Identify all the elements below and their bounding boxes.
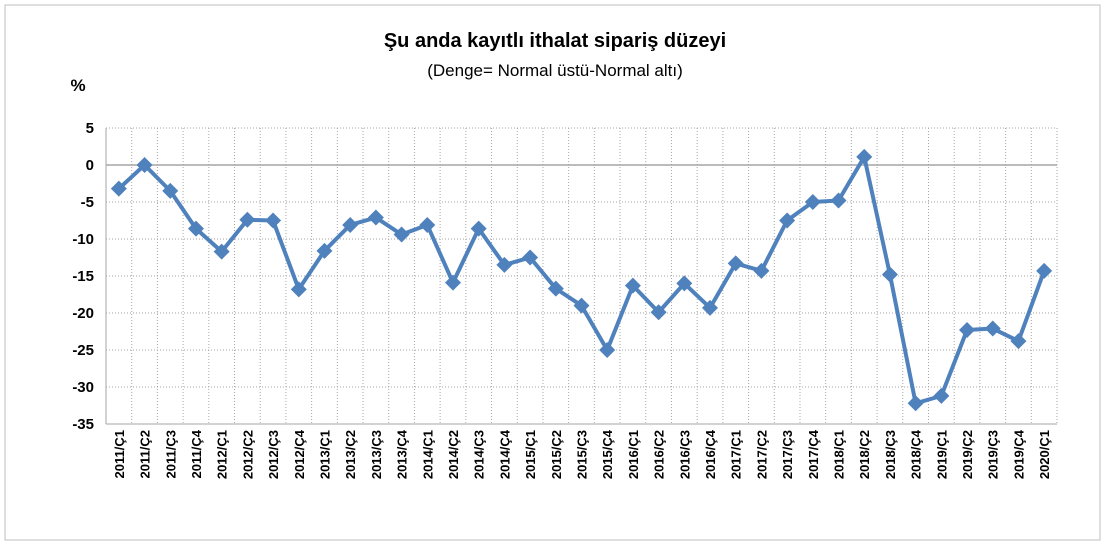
- x-tick-label: 2016/Ç1: [626, 430, 641, 479]
- x-tick-label: 2019/Ç1: [934, 430, 949, 479]
- marker: [522, 249, 539, 266]
- x-tick-label: 2012/Ç4: [292, 429, 307, 479]
- x-tick-label: 2017/Ç4: [806, 429, 821, 479]
- marker: [239, 211, 256, 228]
- y-tick-label: -5: [81, 194, 94, 211]
- x-tick-label: 2013/Ç1: [317, 430, 332, 479]
- marker: [342, 216, 359, 233]
- x-tick-label: 2016/Ç2: [652, 430, 667, 479]
- marker: [187, 220, 204, 237]
- x-tick-label: 2014/Ç1: [420, 430, 435, 479]
- marker: [650, 304, 667, 321]
- x-tick-label: 2015/Ç4: [600, 429, 615, 479]
- x-tick-label: 2014/Ç3: [472, 430, 487, 479]
- marker: [290, 281, 307, 298]
- marker: [624, 277, 641, 294]
- marker: [496, 256, 513, 273]
- x-tick-label: 2015/Ç2: [549, 430, 564, 479]
- marker: [907, 395, 924, 412]
- x-tick-label: 2013/Ç3: [369, 430, 384, 479]
- y-tick-label: -30: [72, 379, 94, 396]
- marker: [419, 216, 436, 233]
- marker: [856, 148, 873, 165]
- chart-subtitle: (Denge= Normal üstü-Normal altı): [427, 61, 683, 80]
- x-tick-label: 2019/Ç4: [1011, 429, 1026, 479]
- x-tick-label: 2011/Ç1: [112, 430, 127, 478]
- x-tick-label: 2018/Ç4: [909, 429, 924, 479]
- y-tick-label: -10: [72, 231, 94, 248]
- marker: [830, 192, 847, 209]
- y-tick-label: 5: [86, 120, 94, 137]
- x-tick-label: 2014/Ç2: [446, 430, 461, 479]
- x-tick-label: 2013/Ç4: [395, 429, 410, 479]
- x-tick-label: 2019/Ç2: [960, 430, 975, 479]
- x-tick-label: 2018/Ç2: [857, 430, 872, 479]
- y-tick-label: -15: [72, 268, 94, 285]
- chart-frame: [4, 4, 1101, 541]
- marker: [470, 220, 487, 237]
- x-tick-label: 2015/Ç3: [575, 430, 590, 479]
- x-tick-label: 2018/Ç1: [832, 430, 847, 479]
- marker: [753, 262, 770, 279]
- marker: [779, 212, 796, 229]
- x-tick-label: 2012/Ç2: [240, 430, 255, 479]
- marker: [984, 320, 1001, 337]
- marker: [444, 274, 461, 291]
- marker: [136, 157, 153, 173]
- x-tick-label: 2013/Ç2: [343, 430, 358, 479]
- marker: [881, 266, 898, 283]
- marker: [959, 322, 976, 339]
- marker: [367, 209, 384, 226]
- y-axis-label: %: [70, 76, 85, 95]
- x-tick-label: 2011/Ç4: [189, 429, 204, 478]
- marker: [933, 387, 950, 404]
- y-tick-label: 0: [86, 157, 94, 174]
- marker: [393, 226, 410, 243]
- x-tick-label: 2020/Ç1: [1037, 430, 1052, 479]
- x-tick-label: 2017/Ç1: [729, 430, 744, 479]
- x-tick-label: 2014/Ç4: [497, 429, 512, 479]
- chart-title: Şu anda kayıtlı ithalat sipariş düzeyi: [384, 30, 726, 52]
- x-tick-label: 2012/Ç1: [215, 430, 230, 479]
- marker: [265, 212, 282, 229]
- marker: [573, 297, 590, 314]
- y-tick-label: -25: [72, 342, 94, 359]
- marker: [213, 243, 230, 260]
- marker: [1036, 262, 1053, 279]
- marker: [676, 275, 693, 292]
- marker: [162, 182, 179, 199]
- y-tick-label: -20: [72, 305, 94, 322]
- x-tick-label: 2017/Ç2: [754, 430, 769, 479]
- x-tick-label: 2011/Ç2: [138, 430, 153, 478]
- x-tick-label: 2016/Ç4: [703, 429, 718, 479]
- marker: [547, 280, 564, 297]
- x-tick-label: 2018/Ç3: [883, 430, 898, 479]
- marker: [702, 299, 719, 316]
- marker: [804, 194, 821, 210]
- x-tick-label: 2019/Ç3: [986, 430, 1001, 479]
- marker: [1010, 333, 1027, 350]
- y-tick-label: -35: [72, 416, 94, 433]
- marker: [727, 255, 744, 272]
- x-tick-label: 2012/Ç3: [266, 430, 281, 479]
- x-tick-label: 2017/Ç3: [780, 430, 795, 479]
- marker: [599, 342, 616, 358]
- x-tick-label: 2015/Ç1: [523, 430, 538, 479]
- marker: [110, 180, 127, 197]
- x-tick-label: 2016/Ç3: [677, 430, 692, 479]
- x-tick-label: 2011/Ç3: [163, 430, 178, 478]
- marker: [316, 242, 333, 259]
